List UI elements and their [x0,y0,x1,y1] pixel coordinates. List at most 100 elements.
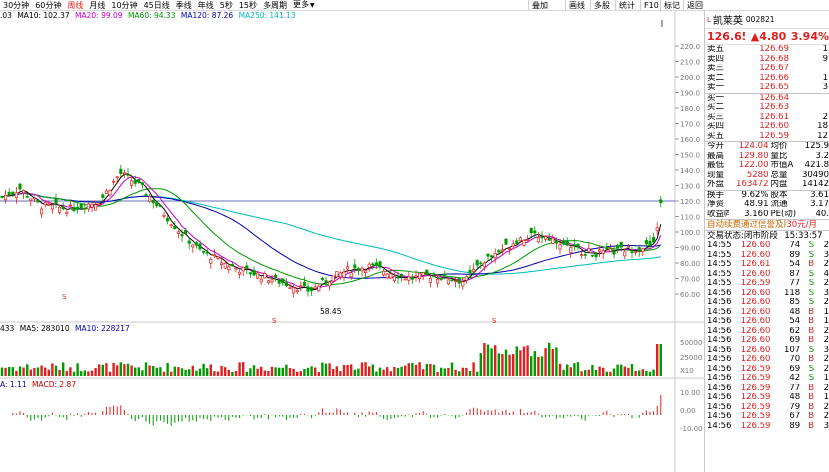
price-axis-label: 190.0 [680,90,700,98]
bid-row[interactable]: 买五 126.59 12 [705,132,829,142]
volume-bar [440,367,443,376]
bid-row[interactable]: 买三 126.61 2 [705,113,829,123]
volume-bar [490,348,493,376]
volume-bar [461,367,464,376]
bid-row[interactable]: 买四 126.60 18 [705,122,829,132]
book-price: 126.66 [759,73,789,83]
tick-count: 2 [823,298,829,307]
candle-body [173,226,177,230]
period-30min[interactable]: 30分钟 [3,0,30,10]
overlay-button[interactable]: 叠加 [528,0,551,11]
volume-bar [15,370,18,376]
candle-body [623,251,627,257]
volume-bar [234,371,238,376]
candle-body [241,266,245,272]
tick-time: 14:55 [707,269,732,279]
stat-label: 净资 [707,200,725,209]
volume-bar [371,364,374,376]
ask-row[interactable]: 卖四 126.68 9 [705,55,829,65]
tick-side: B [808,260,815,269]
period-10min[interactable]: 10分钟 [111,0,138,10]
tick-row: 14:55 126.60 74 S 2 [705,241,829,251]
period-15sec[interactable]: 15秒 [238,0,258,10]
back-button[interactable]: 返回 [683,0,706,11]
period-more[interactable]: 更多▼ [290,0,318,11]
period-year[interactable]: 年线 [197,0,214,10]
volume-bar [414,364,418,376]
candle-body [324,280,328,284]
candle-body [61,206,65,210]
candle-body [119,168,123,174]
volume-bar [87,371,90,376]
tick-list[interactable]: 14:55 126.60 74 S 2 14:55 126.60 89 S 3 14:55 126.6… [705,241,829,431]
stat-row: 外盘 163472 内盘 14142 [705,180,829,190]
notice-bar[interactable]: 自动续费通过信誉及朋 30元/月 [705,219,829,230]
volume-axis-label: 25000 [680,354,702,362]
volume-bar [18,366,22,376]
period-monthly[interactable]: 月线 [89,0,106,10]
volume-bar [346,364,349,376]
volume-bar [245,371,248,376]
volume-bar [591,365,594,376]
ask-row[interactable]: 卖一 126.65 3 [705,83,829,93]
f10-button[interactable]: F10 [640,0,662,11]
volume-bar [396,367,400,376]
mark-button[interactable]: 标记 [660,0,683,11]
ma20-line [1,176,662,290]
volume-bar [454,369,457,376]
candle-body [328,281,332,287]
period-weekly[interactable]: 周线 [67,0,84,10]
draw-line-button[interactable]: 画线 [565,0,588,11]
tick-time: 14:56 [707,383,732,393]
bid-row[interactable]: 买一 126.64 [705,94,829,104]
volume-bar [22,367,25,376]
ask-row[interactable]: 卖三 126.67 [705,64,829,74]
volume-bar [540,356,544,376]
candle-body [637,247,641,252]
volume-bar [648,371,652,376]
candle-body [626,245,630,248]
period-multi[interactable]: 多周期 [263,0,288,10]
volume-bar [249,368,252,376]
vol-legend-value: 433 [0,324,15,333]
quote-panel: L 凯莱英 002821 126.65 ▲4.80 3.94% 卖五 126.69… [704,11,829,472]
bid-row[interactable]: 买二 126.63 [705,103,829,113]
statistics-button[interactable]: 统计 [615,0,638,11]
ask-row[interactable]: 卖二 126.66 1 [705,74,829,84]
stat-value: 3.160 [744,209,769,219]
stat-row: 最高 129.80 量比 3.2 [705,152,829,162]
candle-body [248,272,252,275]
candle-body [612,250,616,255]
volume-bar [530,356,533,376]
multi-stock-button[interactable]: 多股 [590,0,613,11]
volume-bar [533,351,536,376]
stat-label: 今开 [707,142,725,151]
period-45day[interactable]: 45日线 [143,0,170,10]
volume-bar [51,363,54,376]
period-60min[interactable]: 60分钟 [35,0,62,10]
stat-label: 现量 [707,170,725,180]
volume-bar [350,364,353,376]
volume-bar [321,362,324,376]
volume-bar [166,362,169,376]
period-5sec[interactable]: 5秒 [219,0,233,10]
marker-s: S [272,317,277,325]
period-quarter[interactable]: 季线 [175,0,192,10]
tick-price: 126.61 [740,260,771,269]
candle-body [223,262,227,269]
volume-bar [105,363,108,376]
tick-price: 126.59 [740,383,771,393]
kline-chart-area[interactable]: 220.0 210.0 200.0 190.0 180.0 170.0 160.0 150.0… [0,11,704,472]
candle-body [529,227,533,234]
candle-body [644,240,648,245]
candle-body [522,240,526,246]
kline-chart[interactable]: 220.0 210.0 200.0 190.0 180.0 170.0 160.0 150.0… [0,11,704,472]
tick-time: 14:55 [707,279,732,288]
candle-body [396,276,400,279]
book-price: 126.63 [759,103,789,112]
candle-body [158,205,162,207]
period-more-label: 更多 [293,0,310,9]
volume-bar [335,366,338,376]
volume-bar [29,369,32,376]
ask-row[interactable]: 卖五 126.69 1 [705,45,829,55]
